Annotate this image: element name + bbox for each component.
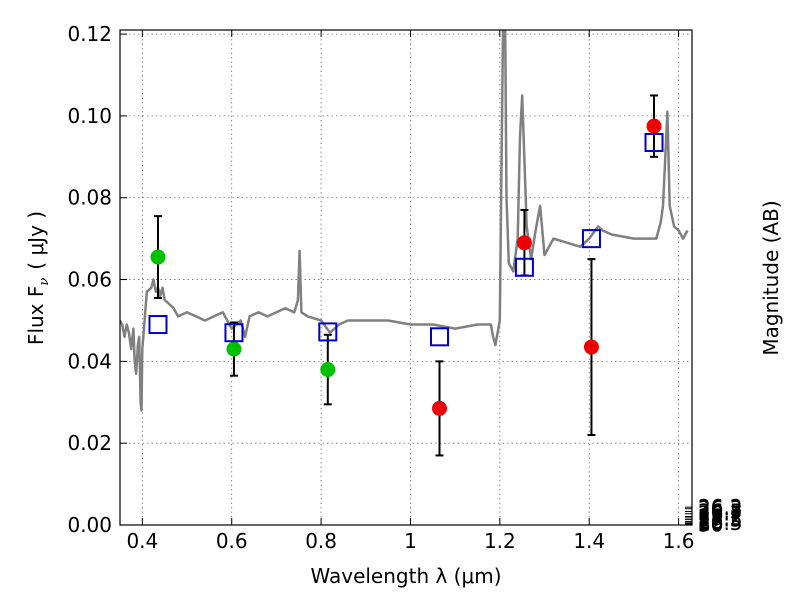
x-axis-label: Wavelength λ (μm) <box>310 564 501 588</box>
y-axis-label: Flux Fν ( μJy ) <box>24 211 52 345</box>
y2-tick-label: 30 <box>698 512 723 536</box>
y-tick-label: 0.12 <box>67 22 112 46</box>
model-flux-square <box>224 323 244 343</box>
x-tick-label: 1.4 <box>573 529 605 553</box>
y2-tick-label: 26.2 <box>698 495 743 519</box>
y2-axis-label: Magnitude (AB) <box>759 200 783 355</box>
data-layer <box>120 30 689 412</box>
y-tick-label: 0.06 <box>67 268 112 292</box>
photometry-point <box>150 249 166 265</box>
y2-tick-label: 26.7 <box>698 502 743 526</box>
x-tick-label: 0.6 <box>216 529 248 553</box>
y2-tick-label: 27.2 <box>698 506 743 530</box>
model-flux-square <box>318 322 338 342</box>
model-flux-square <box>148 315 168 335</box>
x-tick-label: 1.6 <box>663 529 695 553</box>
x-tick-label: 0.4 <box>126 529 158 553</box>
marker-layer <box>148 94 664 457</box>
model-flux-square <box>644 133 664 152</box>
y2-tick-label: 28 <box>698 510 723 534</box>
plot-frame <box>119 29 693 526</box>
y2-tick-label: 27 <box>698 504 723 528</box>
y-tick-label: 0.04 <box>67 349 112 373</box>
template-spectrum-line <box>120 30 689 412</box>
x-tick-label: 0.8 <box>305 529 337 553</box>
y2-tick-label: 29 <box>698 512 723 536</box>
y-axis-label-main: Flux F <box>24 286 48 345</box>
y-axis-label-unit: ( μJy ) <box>24 211 48 270</box>
y-tick-label: 0.10 <box>67 104 112 128</box>
photometry-point <box>320 362 336 378</box>
photometry-point <box>226 341 242 357</box>
y-tick-label: 0.02 <box>67 431 112 455</box>
photometry-point <box>516 235 532 251</box>
model-flux-square <box>581 229 601 249</box>
y-tick-label: 0.00 <box>67 513 112 537</box>
y2-tick-label: 26.5 <box>698 499 743 523</box>
axes: 0.4 0.6 0.8 1 1.2 1.4 1.6 0.00 0.02 0.04 0.06 0.08 0… <box>67 22 742 553</box>
x-tick-label: 1.2 <box>484 529 516 553</box>
y2-tick-label: 27.5 <box>698 508 743 532</box>
photometry-point <box>432 400 448 416</box>
photometry-point <box>583 339 599 355</box>
model-flux-square <box>514 257 534 277</box>
x-tick-label: 1 <box>404 529 417 553</box>
photometry-point <box>646 118 662 134</box>
y-tick-label: 0.08 <box>67 186 112 210</box>
y2-tick-label: 28.5 <box>698 511 743 535</box>
y2-tick-label: 26.3 <box>698 497 743 521</box>
model-flux-square <box>430 327 450 347</box>
y-axis-label-sub: ν <box>37 278 52 286</box>
